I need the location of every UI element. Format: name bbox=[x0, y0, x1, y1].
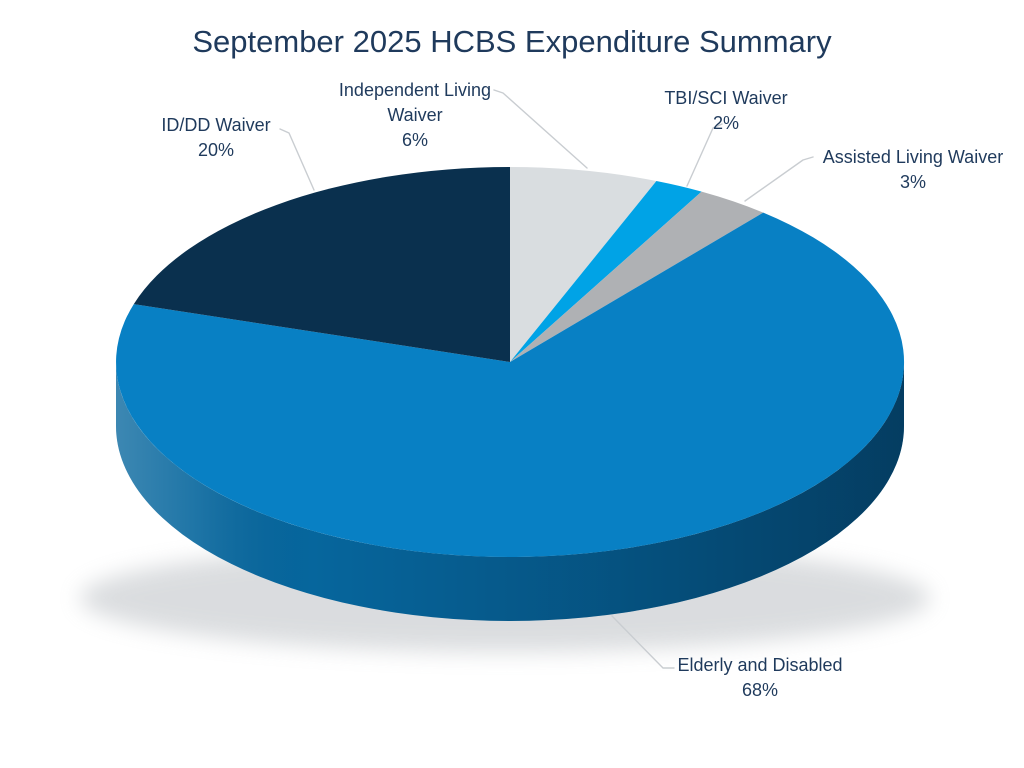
slice-label-value: 6% bbox=[401, 130, 428, 150]
pie-slice-assisted-living-waiver bbox=[510, 191, 764, 362]
slice-label-elderly-and-disabled: Elderly and Disabled 68% bbox=[640, 653, 880, 703]
slice-label-value: 3% bbox=[899, 172, 926, 192]
slice-label-text: Assisted Living Waiver bbox=[822, 147, 1004, 167]
slice-label-independent-living-waiver: Independent Living Waiver 6% bbox=[315, 78, 515, 153]
pie-slice-id-dd-waiver bbox=[133, 167, 511, 362]
slice-label-value: 20% bbox=[197, 140, 235, 160]
slice-label-id-dd-waiver: ID/DD Waiver 20% bbox=[116, 113, 316, 163]
slice-label-text: TBI/SCI Waiver bbox=[664, 88, 788, 108]
slice-label-text: Elderly and Disabled bbox=[677, 655, 843, 675]
leader-line-tbi-sci-waiver bbox=[686, 123, 723, 187]
pie-side-shading bbox=[116, 362, 904, 621]
slice-label-assisted-living-waiver: Assisted Living Waiver 3% bbox=[793, 145, 1024, 195]
chart-title: September 2025 HCBS Expenditure Summary bbox=[192, 24, 832, 59]
pie-slice-elderly-and-disabled bbox=[116, 212, 905, 557]
pie-top-slices bbox=[116, 167, 905, 557]
leader-line-independent-living-waiver bbox=[493, 89, 588, 169]
slice-label-text: Independent Living Waiver bbox=[338, 80, 492, 125]
pie-slice-independent-living-waiver bbox=[510, 167, 657, 362]
slice-label-value: 2% bbox=[712, 113, 739, 133]
slice-label-value: 68% bbox=[741, 680, 779, 700]
leader-line-elderly-and-disabled bbox=[611, 615, 675, 669]
slice-label-text: ID/DD Waiver bbox=[161, 115, 271, 135]
leader-line-id-dd-waiver bbox=[279, 128, 315, 191]
slice-label-tbi-sci-waiver: TBI/SCI Waiver 2% bbox=[616, 86, 836, 136]
leader-line-assisted-living-waiver bbox=[744, 156, 814, 202]
pie-slice-tbi-sci-waiver bbox=[510, 181, 702, 362]
pie-side-walls bbox=[116, 362, 904, 621]
